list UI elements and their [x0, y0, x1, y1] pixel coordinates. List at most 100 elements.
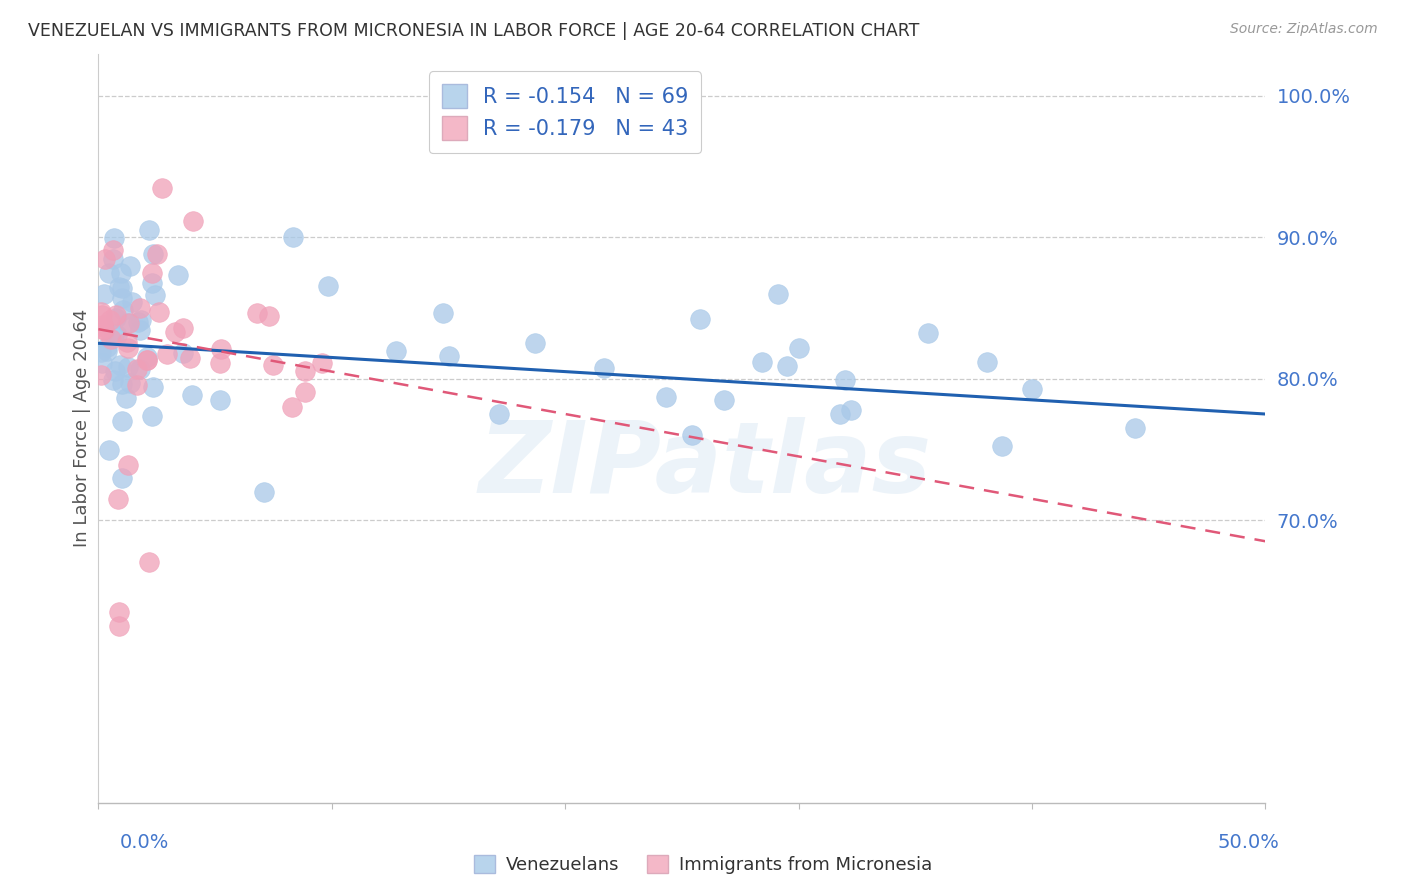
Point	[142, 247, 165, 261]
Point	[101, 243, 124, 257]
Point	[385, 344, 408, 359]
Point	[100, 332, 122, 346]
Point	[121, 294, 143, 309]
Point	[91, 322, 114, 336]
Y-axis label: In Labor Force | Age 20-64: In Labor Force | Age 20-64	[73, 309, 91, 548]
Point	[115, 316, 138, 330]
Point	[98, 266, 121, 280]
Point	[156, 346, 179, 360]
Point	[713, 392, 735, 407]
Point	[152, 181, 174, 195]
Point	[148, 305, 170, 319]
Point	[103, 230, 125, 244]
Point	[316, 278, 339, 293]
Point	[141, 409, 163, 423]
Point	[110, 266, 132, 280]
Point	[111, 376, 134, 391]
Point	[167, 268, 190, 282]
Point	[98, 313, 121, 327]
Point	[593, 361, 616, 376]
Point	[118, 316, 141, 330]
Point	[839, 402, 862, 417]
Point	[689, 312, 711, 326]
Point	[129, 301, 152, 315]
Point	[281, 229, 304, 244]
Point	[138, 223, 160, 237]
Point	[111, 414, 134, 428]
Point	[138, 556, 160, 570]
Text: VENEZUELAN VS IMMIGRANTS FROM MICRONESIA IN LABOR FORCE | AGE 20-64 CORRELATION : VENEZUELAN VS IMMIGRANTS FROM MICRONESIA…	[28, 22, 920, 40]
Point	[246, 306, 269, 320]
Point	[110, 470, 132, 484]
Point	[93, 287, 115, 301]
Point	[128, 362, 150, 376]
Point	[141, 266, 163, 280]
Point	[94, 252, 117, 266]
Point	[105, 308, 128, 322]
Point	[766, 287, 789, 301]
Point	[117, 334, 139, 349]
Point	[208, 392, 231, 407]
Point	[125, 378, 148, 392]
Point	[90, 305, 112, 319]
Point	[111, 281, 134, 295]
Point	[776, 359, 799, 373]
Point	[90, 308, 112, 322]
Point	[108, 279, 131, 293]
Point	[104, 364, 127, 378]
Point	[107, 605, 129, 619]
Point	[91, 318, 114, 332]
Point	[262, 358, 284, 372]
Point	[524, 335, 547, 350]
Point	[990, 439, 1012, 453]
Point	[136, 353, 159, 368]
Point	[107, 492, 129, 507]
Point	[681, 427, 703, 442]
Point	[143, 288, 166, 302]
Point	[117, 342, 139, 356]
Point	[91, 356, 114, 370]
Point	[834, 373, 856, 387]
Point	[172, 321, 194, 335]
Point	[208, 355, 231, 369]
Point	[1021, 382, 1043, 396]
Point	[111, 302, 134, 317]
Point	[96, 340, 118, 354]
Point	[96, 344, 118, 359]
Text: 0.0%: 0.0%	[120, 833, 169, 853]
Point	[91, 319, 114, 334]
Point	[751, 355, 773, 369]
Point	[432, 306, 454, 320]
Point	[294, 364, 316, 378]
Point	[172, 346, 194, 360]
Point	[437, 349, 460, 363]
Point	[976, 355, 998, 369]
Point	[181, 214, 204, 228]
Point	[98, 442, 121, 457]
Point	[917, 326, 939, 340]
Point	[117, 458, 139, 472]
Point	[253, 484, 276, 499]
Point	[129, 312, 152, 326]
Point	[311, 356, 333, 370]
Point	[655, 390, 678, 404]
Point	[136, 350, 159, 364]
Point	[146, 247, 169, 261]
Point	[117, 360, 139, 375]
Text: Source: ZipAtlas.com: Source: ZipAtlas.com	[1230, 22, 1378, 37]
Point	[163, 325, 186, 339]
Point	[209, 342, 232, 356]
Text: 50.0%: 50.0%	[1218, 833, 1279, 853]
Point	[107, 619, 129, 633]
Point	[488, 407, 510, 421]
Point	[179, 351, 201, 365]
Point	[281, 400, 304, 414]
Point	[101, 373, 124, 387]
Point	[129, 323, 152, 337]
Point	[111, 291, 134, 305]
Legend: Venezuelans, Immigrants from Micronesia: Venezuelans, Immigrants from Micronesia	[467, 847, 939, 881]
Point	[90, 368, 112, 383]
Legend: R = -0.154   N = 69, R = -0.179   N = 43: R = -0.154 N = 69, R = -0.179 N = 43	[429, 71, 702, 153]
Point	[120, 376, 142, 391]
Point	[108, 358, 131, 372]
